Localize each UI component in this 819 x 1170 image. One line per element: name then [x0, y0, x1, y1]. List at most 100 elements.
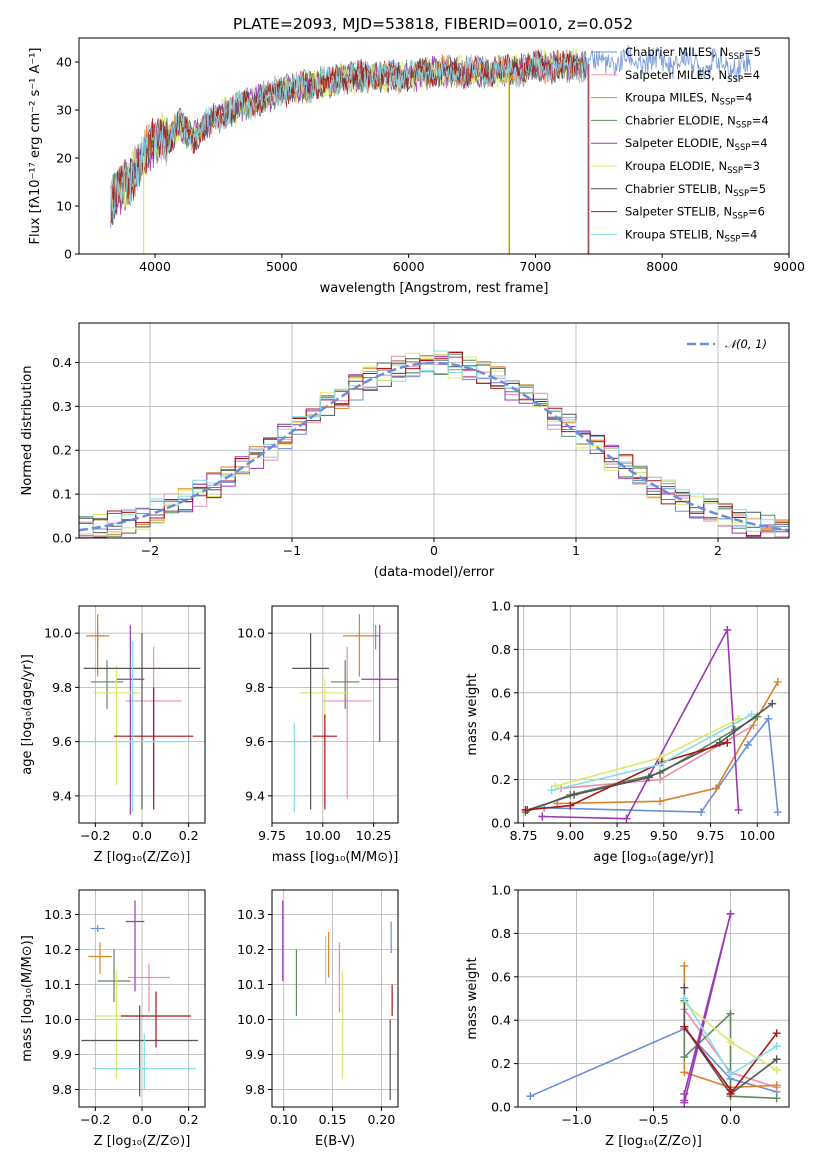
y-axis-label: mass weight [465, 957, 480, 1039]
y-tick-label: 40 [56, 55, 72, 70]
legend-tail: =3 [743, 159, 760, 173]
series-marker [772, 1094, 781, 1103]
x-tick-label: 0.15 [319, 1112, 347, 1127]
axes-frame [78, 37, 790, 255]
legend-subscript: SSP [732, 212, 748, 222]
x-tick-label: −0.5 [638, 1112, 668, 1127]
legend-subscript: SSP [735, 143, 751, 153]
x-tick-label: 0.2 [179, 1112, 199, 1127]
y-axis-label: Normed distribution [20, 366, 35, 496]
y-tick-label: 10.2 [44, 942, 72, 957]
series-marker [723, 738, 732, 747]
series-marker [747, 710, 756, 719]
panel-mass-vs-EBV: 0.10 0.15 0.20 9.8 9.9 10.0 10.1 10.2 10.3 E(B-V) [237, 889, 399, 1149]
histogram-step [79, 350, 776, 538]
x-tick-label: 0.0 [132, 828, 152, 843]
y-tick-label: 0.4 [491, 729, 511, 744]
x-tick-label: 6000 [393, 259, 425, 274]
legend-label: Chabrier ELODIE, NSSP=4 [625, 113, 769, 130]
y-tick-label: 1.0 [491, 883, 511, 898]
x-tick-label: 10.00 [305, 828, 341, 843]
legend-label: Salpeter MILES, NSSP=4 [625, 68, 760, 85]
legend-label: Kroupa MILES, NSSP=4 [625, 91, 752, 108]
legend-label: Kroupa STELIB, NSSP=4 [625, 227, 757, 244]
series-marker [521, 805, 530, 814]
legend-subscript: SSP [733, 189, 749, 199]
plot-area [526, 909, 781, 1107]
legend-subscript: SSP [720, 98, 736, 108]
x-tick-label: 9.25 [603, 828, 631, 843]
series-marker [680, 1022, 689, 1031]
y-tick-label: 9.6 [52, 734, 72, 749]
x-tick-label: 0 [430, 543, 438, 558]
axes-frame [271, 605, 399, 824]
y-tick-label: 1.0 [491, 599, 511, 614]
series-marker [622, 814, 631, 823]
series-marker [723, 625, 732, 634]
legend-text: Chabrier MILES, N [625, 45, 728, 59]
y-tick-label: 9.6 [245, 734, 265, 749]
series-marker [680, 961, 689, 970]
y-tick-label: 9.8 [52, 1082, 72, 1097]
y-tick-label: 9.8 [245, 1082, 265, 1097]
y-tick-label: 9.4 [245, 788, 265, 803]
y-tick-label: 0.0 [52, 531, 72, 546]
series-marker [764, 714, 773, 723]
y-tick-label: 10 [56, 199, 72, 214]
series-line [525, 741, 728, 811]
spectrum-line [110, 48, 587, 221]
x-axis-label: Z [log₁₀(Z/Z⊙)] [94, 1134, 191, 1149]
series-marker [680, 994, 689, 1003]
y-tick-label: 9.8 [245, 680, 265, 695]
plot-area [521, 625, 782, 823]
y-tick-label: 9.8 [52, 680, 72, 695]
y-axis-label: mass [log₁₀(M/M⊙)] [20, 935, 35, 1062]
legend-text: Salpeter MILES, N [625, 68, 727, 82]
x-tick-label: 7000 [520, 259, 552, 274]
x-tick-label: −0.2 [80, 828, 110, 843]
y-tick-label: 0.0 [491, 816, 511, 831]
y-tick-label: 10.0 [44, 626, 72, 641]
series-marker [566, 801, 575, 810]
series-line [542, 627, 740, 820]
y-tick-label: 10.1 [237, 977, 265, 992]
legend-text: Kroupa STELIB, N [625, 227, 725, 241]
y-tick-label: 10.1 [44, 977, 72, 992]
y-tick-label: 10.0 [237, 1012, 265, 1027]
y-tick-label: 0.2 [491, 1056, 511, 1071]
legend-label: Kroupa ELODIE, NSSP=3 [625, 159, 760, 176]
y-tick-label: 0.6 [491, 685, 511, 700]
legend-subscript: SSP [727, 166, 743, 176]
y-tick-label: 0.1 [52, 487, 72, 502]
series-marker [772, 1042, 781, 1051]
legend-tail: =4 [735, 91, 752, 105]
spectrum-line [110, 51, 587, 215]
series-marker [680, 1053, 689, 1062]
legend-tail: =6 [748, 205, 765, 219]
x-tick-label: 0.0 [132, 1112, 152, 1127]
series-line [683, 987, 778, 1096]
plot-area [282, 614, 398, 813]
x-tick-label: 0.2 [179, 828, 199, 843]
panel-age-vs-mass: 9.75 10.00 10.25 9.4 9.6 9.8 10.0 mass [log₁₀(M… [237, 605, 399, 865]
x-tick-label: 2 [714, 543, 722, 558]
axes-frame [517, 605, 790, 824]
y-axis-label: mass weight [465, 673, 480, 755]
series-marker [680, 1098, 689, 1107]
series-marker [680, 1089, 689, 1098]
x-tick-label: −1 [283, 543, 301, 558]
series-marker [772, 1029, 781, 1038]
series-marker [726, 1009, 735, 1018]
series-marker [697, 808, 706, 817]
legend-text: Salpeter STELIB, N [625, 205, 732, 219]
legend-tail: =4 [740, 227, 757, 241]
panel-mass-weight-vs-age: 8.75 9.00 9.25 9.50 9.75 10.00 0.0 0.2 0.4 0.6 0.8… [465, 599, 790, 865]
series-marker [712, 784, 721, 793]
panel-mass-weight-vs-Z: −1.0 −0.5 0.0 0.0 0.2 0.4 0.6 0.8 1.0 Z [log₁₀(Z/… [465, 883, 790, 1149]
series-marker [680, 983, 689, 992]
series-marker [768, 699, 777, 708]
normal-curve [79, 361, 789, 532]
figure-title: PLATE=2093, MJD=53818, FIBERID=0010, z=0… [233, 15, 633, 33]
